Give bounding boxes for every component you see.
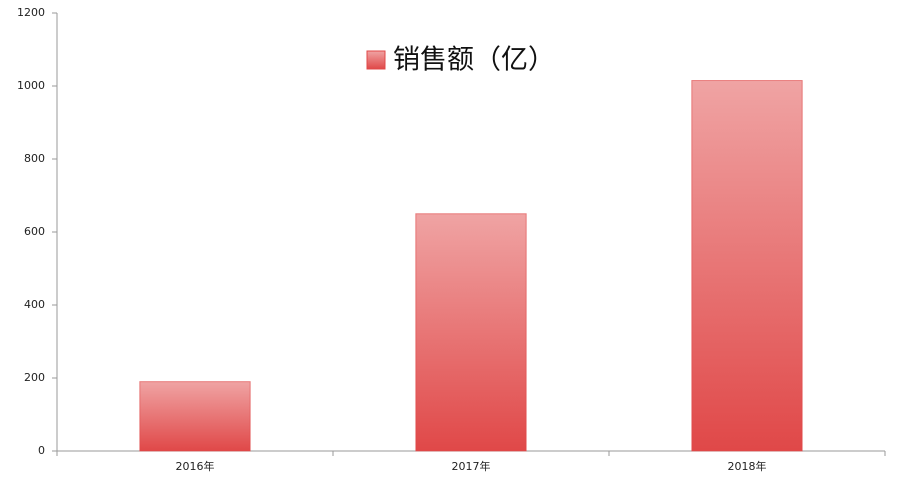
y-tick-label: 800 <box>24 152 45 165</box>
y-tick-label: 1200 <box>17 6 45 19</box>
bar <box>139 381 251 452</box>
x-tick-label: 2018年 <box>728 459 767 473</box>
x-tick-label: 2016年 <box>176 459 215 473</box>
y-tick-label: 600 <box>24 225 45 238</box>
x-tick-label: 2017年 <box>452 459 491 473</box>
y-tick-label: 1000 <box>17 79 45 92</box>
y-tick-label: 0 <box>38 444 45 457</box>
bar <box>691 80 803 452</box>
y-tick-label: 200 <box>24 371 45 384</box>
legend-label: 销售额（亿） <box>393 45 555 76</box>
y-tick-label: 400 <box>24 298 45 311</box>
legend-swatch <box>366 50 386 70</box>
bar <box>415 213 527 452</box>
